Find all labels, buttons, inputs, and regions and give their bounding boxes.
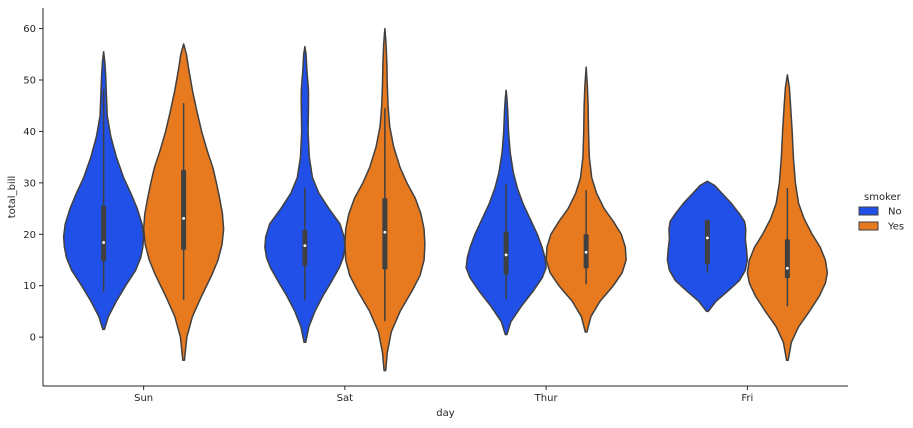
x-tick-label: Sun — [134, 393, 153, 404]
violin-iqr-box — [101, 206, 107, 262]
violin-median — [102, 241, 106, 244]
violin-median — [705, 236, 709, 240]
y-axis-title: total_bill — [7, 176, 18, 219]
y-tick-label: 30 — [23, 178, 36, 189]
violin-iqr-box — [704, 219, 710, 265]
x-tick-label: Fri — [741, 393, 753, 404]
y-tick-label: 20 — [23, 230, 36, 241]
violin-median — [785, 266, 789, 270]
violin-iqr-box — [503, 231, 509, 275]
x-axis-title: day — [436, 408, 454, 419]
violin-iqr-box — [784, 239, 790, 278]
legend-entries: No Yes — [858, 206, 904, 233]
y-ticks: 0 10 20 30 40 50 60 — [23, 24, 43, 344]
violin-thur-yes — [545, 66, 627, 333]
y-tick-label: 10 — [23, 281, 36, 292]
x-tick-label: Thur — [534, 393, 559, 404]
violin-median — [303, 244, 307, 248]
y-tick-label: 60 — [23, 24, 36, 35]
legend-swatch-yes — [858, 221, 879, 231]
violin-median — [504, 253, 508, 257]
x-ticks: Sun Sat Thur Fri — [134, 386, 753, 404]
violin-sun-yes — [142, 43, 225, 362]
y-tick-label: 0 — [30, 333, 36, 344]
violin-fri-no — [666, 180, 749, 313]
legend-title: smoker — [864, 192, 902, 203]
violin-iqr-box — [181, 170, 187, 250]
x-tick-label: Sat — [337, 393, 353, 404]
violin-sat-yes — [344, 27, 426, 372]
violin-sat-no — [264, 45, 346, 344]
violin-thur-no — [465, 89, 547, 336]
violin-iqr-box — [302, 230, 308, 266]
legend: smoker No Yes — [858, 192, 904, 233]
violins-layer — [62, 27, 829, 372]
violin-iqr-box — [382, 198, 388, 270]
violin-median — [383, 230, 387, 234]
y-tick-label: 50 — [23, 76, 36, 87]
violin-sun-no — [62, 50, 145, 331]
violin-median — [584, 250, 588, 254]
violin-fri-yes — [746, 74, 829, 362]
legend-label-yes: Yes — [887, 222, 904, 233]
legend-label-no: No — [888, 207, 902, 218]
violin-median — [182, 216, 186, 220]
legend-swatch-no — [858, 206, 879, 216]
y-tick-label: 40 — [23, 127, 36, 138]
